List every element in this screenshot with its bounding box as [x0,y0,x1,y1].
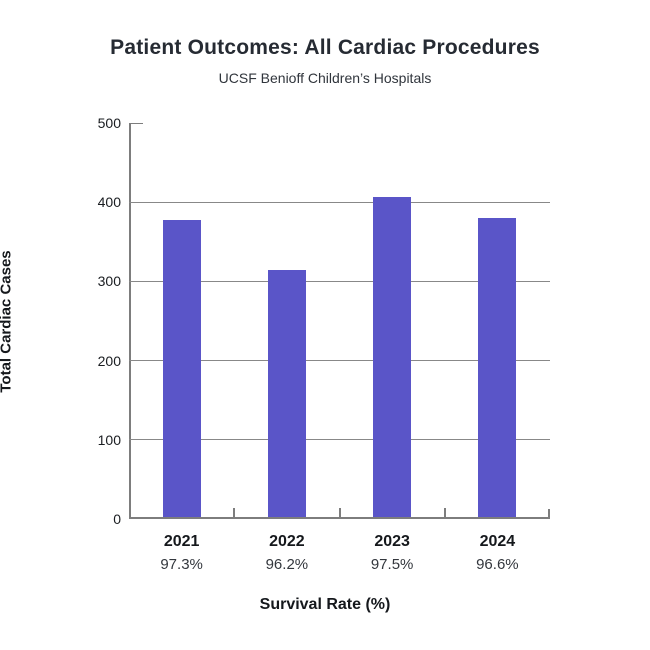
x-axis-tick [338,508,341,517]
category-label-2021: 2021 [163,533,200,550]
y-tick-label-200: 200 [97,352,121,369]
y-tick-label-100: 100 [97,431,121,448]
bar-2021 [162,220,201,517]
x-axis-title: Survival Rate (%) [259,596,391,613]
plot-area [129,123,550,519]
chart-title: Patient Outcomes: All Cardiac Procedures [110,36,540,59]
bar-2022 [267,269,306,517]
category-label-2023: 2023 [374,533,410,550]
x-axis-tick [443,508,446,517]
y-tick-label-300: 300 [97,273,121,290]
bar-2024 [478,218,517,517]
x-axis-end-cap [548,509,550,517]
bar-2023 [373,197,412,517]
category-label-2024: 2024 [479,533,516,550]
x-axis-tick [233,508,236,517]
gridline-100 [129,439,550,441]
y-axis-title: Total Cardiac Cases [0,250,15,393]
y-axis-line [129,123,131,519]
category-sublabel-2024: 96.6% [476,556,519,573]
category-sublabel-2023: 97.5% [370,556,414,573]
category-label-2022: 2022 [269,533,305,550]
y-tick-label-400: 400 [97,194,121,211]
gridline-200 [129,360,550,362]
chart-subtitle: UCSF Benioff Children’s Hospitals [218,70,432,86]
gridline-300 [129,280,550,282]
y-axis-end-cap [131,123,143,124]
category-sublabel-2022: 96.2% [265,556,309,573]
x-axis-line [129,517,550,519]
category-sublabel-2021: 97.3% [160,556,203,573]
y-tick-label-500: 500 [97,115,121,131]
gridline-400 [129,201,550,203]
y-tick-label-0: 0 [113,511,121,527]
